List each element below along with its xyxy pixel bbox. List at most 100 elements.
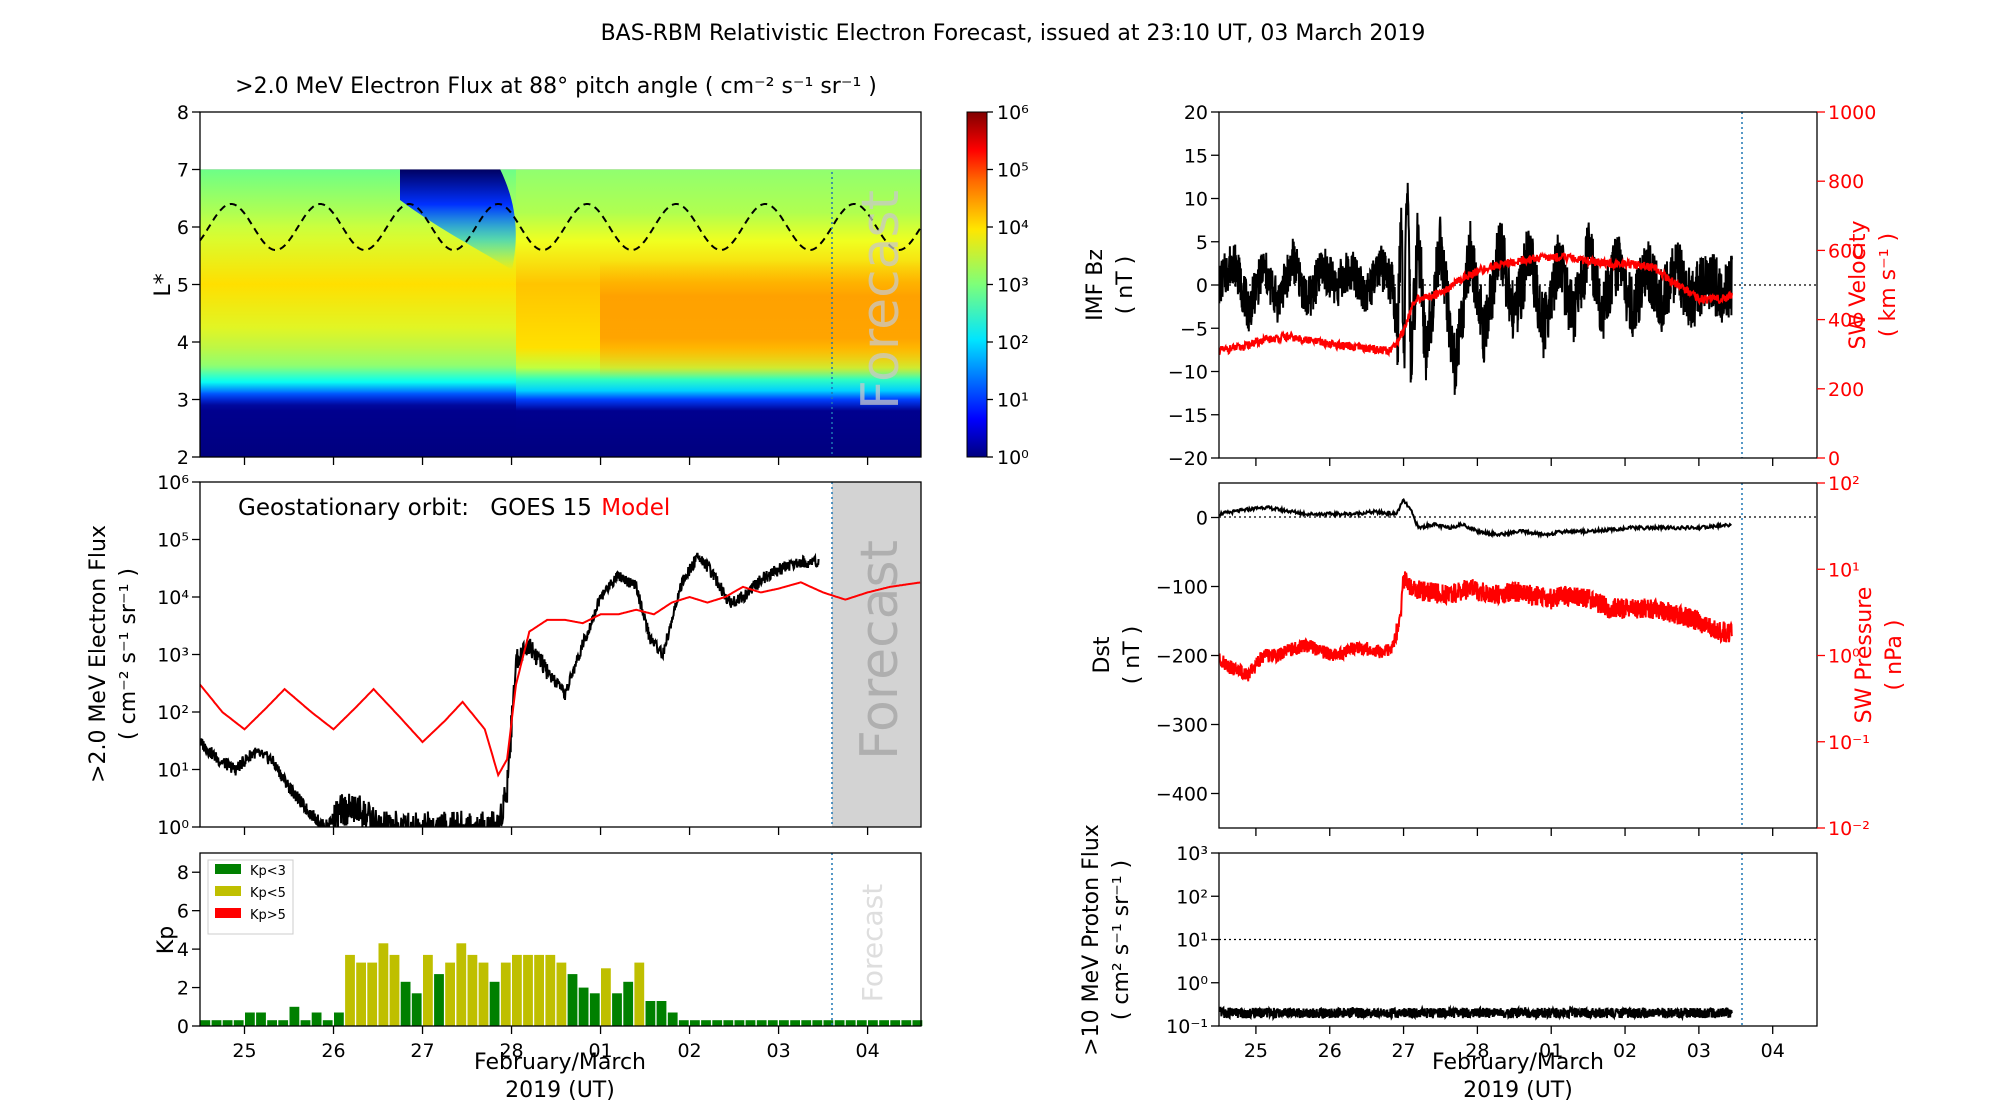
- kp-bar-0: [200, 1020, 211, 1026]
- kp-bar-49: [745, 1020, 756, 1026]
- kp-xlabel-line-1: 2019 (UT): [505, 1078, 615, 1100]
- kp-bar-16: [378, 943, 389, 1026]
- colorbar-tick-label-1: 10¹: [997, 390, 1029, 412]
- dst-y2-ytick-label-0: 10⁻²: [1828, 818, 1870, 840]
- kp-bar-50: [756, 1020, 767, 1026]
- kp-bar-31: [545, 954, 556, 1026]
- spectrogram-belt-core: [600, 260, 921, 380]
- imf-ytick-label-4: 0: [1196, 275, 1208, 297]
- colorbar-gradient: [966, 111, 988, 458]
- spec-ytick-label-6: 8: [177, 102, 189, 124]
- kp-bar-64: [912, 1020, 923, 1026]
- kp-bar-5: [256, 1012, 266, 1026]
- dst-line: [1219, 497, 1732, 539]
- sw-pressure-line: [1219, 571, 1733, 682]
- proton-xlabel-line-0: February/March: [1432, 1050, 1604, 1075]
- kp-legend-swatch-1: [215, 886, 241, 896]
- imf-ytick-label-6: 10: [1184, 189, 1208, 211]
- proton-ytick-label-3: 10²: [1176, 886, 1208, 908]
- model-flux-line: [200, 581, 921, 778]
- kp-legend-label-0: Kp<3: [250, 864, 286, 879]
- proton-panel: 10⁻¹ 10⁰ 10¹ 10² 10³ 25 26 27 28 01 02 03 04 >10 MeV…: [1079, 824, 1818, 1100]
- kp-xtick-label-2: 27: [410, 1040, 434, 1062]
- imf-ytick-label-8: 20: [1184, 102, 1208, 124]
- geo-ytick-label-1: 10¹: [157, 760, 189, 782]
- kp-bar-17: [389, 954, 400, 1026]
- spec-ytick-label-0: 2: [177, 447, 189, 469]
- mlt-marker-label-10: M: [668, 128, 680, 144]
- kp-bar-29: [523, 954, 533, 1026]
- kp-legend: Kp<3 Kp<5 Kp>5: [207, 859, 294, 935]
- kp-bar-14: [356, 962, 366, 1026]
- spectrogram-axes: 2 3 4 5 6 7 8: [177, 102, 869, 469]
- kp-bar-28: [512, 954, 522, 1026]
- kp-bar-15: [367, 962, 378, 1026]
- kp-bar-44: [690, 1020, 700, 1026]
- kp-bar-25: [478, 962, 489, 1026]
- proton-xtick-label-1: 26: [1318, 1040, 1342, 1062]
- imf-y2-ytick-label-4: 800: [1828, 171, 1864, 193]
- proton-ytick-label-4: 10³: [1176, 843, 1208, 865]
- geo-orbit-lstar-line: [200, 203, 921, 251]
- geo-frame: [199, 481, 922, 828]
- mlt-marker-label-8: M: [579, 128, 591, 144]
- dst-ytick-label-1: −300: [1156, 715, 1208, 737]
- kp-xtick-label-4: 01: [588, 1040, 612, 1062]
- kp-bar-9: [300, 1020, 311, 1026]
- sw-velocity-ylabel: SW Velocity( km s⁻¹ ): [1846, 220, 1901, 349]
- proton-axes: 10⁻¹ 10⁰ 10¹ 10² 10³ 25 26 27 28 01 02 03 04: [1166, 843, 1785, 1062]
- kp-bar-6: [267, 1020, 277, 1026]
- geo-ytick-label-6: 10⁶: [157, 472, 189, 494]
- dst-ytick-label-3: −100: [1156, 577, 1208, 599]
- dst-axes: −400 −300 −200 −100 0 10⁻² 10⁻¹ 10⁰ 10¹ 10²: [1156, 473, 1870, 840]
- mlt-marker-label-9: N: [625, 128, 635, 144]
- spectrogram-dropout: [400, 169, 516, 270]
- proton-xlabel: February/March 2019 (UT): [1432, 1050, 1604, 1100]
- imf-ylabel: IMF Bz( nT ): [1083, 249, 1138, 321]
- kp-bar-59: [856, 1020, 867, 1026]
- kp-bar-43: [678, 1020, 689, 1026]
- geo-ytick-label-0: 10⁰: [157, 817, 189, 839]
- kp-ytick-label-3: 6: [177, 901, 189, 923]
- kp-ytick-label-4: 8: [177, 862, 189, 884]
- proton-frame: [1218, 852, 1818, 1027]
- kp-frame: [199, 852, 922, 1027]
- dst-frame: [1218, 482, 1818, 829]
- kp-ytick-label-2: 4: [177, 939, 189, 961]
- geo-ylabel-part-1: ( cm⁻² s⁻¹ sr⁻¹ ): [116, 568, 141, 740]
- colorbar: 10⁰ 10¹ 10² 10³ 10⁴ 10⁵ 10⁶: [966, 102, 1029, 469]
- kp-legend-label-1: Kp<5: [250, 886, 286, 901]
- kp-bar-39: [634, 962, 645, 1026]
- kp-bar-11: [322, 1020, 333, 1026]
- dst-y2-ytick-label-2: 10⁰: [1828, 646, 1860, 668]
- kp-bar-47: [723, 1020, 734, 1026]
- imf-ylabel-part-1: ( nT ): [1113, 256, 1138, 315]
- kp-bar-45: [701, 1020, 711, 1026]
- kp-xtick-label-5: 02: [677, 1040, 701, 1062]
- sw-velocity-ylabel-part-0: SW Velocity: [1846, 220, 1871, 349]
- spec-ytick-label-3: 5: [177, 275, 189, 297]
- geo-legend-goes: GOES 15: [490, 495, 592, 521]
- dst-y2-ytick-label-4: 10²: [1828, 473, 1860, 495]
- imf-y2-ytick-label-2: 400: [1828, 310, 1864, 332]
- imf-y2-ytick-label-5: 1000: [1828, 102, 1876, 124]
- dst-y2-ytick-label-1: 10⁻¹: [1828, 732, 1870, 754]
- geo-ytick-label-3: 10³: [157, 645, 189, 667]
- kp-bar-63: [901, 1020, 912, 1026]
- kp-bar-55: [812, 1020, 823, 1026]
- spectrogram-ylabel: L*: [151, 273, 176, 296]
- imf-ytick-label-2: −10: [1168, 362, 1208, 384]
- mlt-marker-label-4: M: [401, 128, 413, 144]
- proton-xtick-label-2: 27: [1391, 1040, 1415, 1062]
- kp-bar-40: [645, 1001, 656, 1026]
- kp-bar-32: [556, 962, 567, 1026]
- mlt-marker-label-13: N: [803, 128, 813, 144]
- geo-ylabel: >2.0 MeV Electron Flux( cm⁻² s⁻¹ sr⁻¹ ): [86, 525, 141, 783]
- geo-forecast-shade: [832, 482, 921, 827]
- geo-ytick-label-4: 10⁴: [157, 587, 189, 609]
- kp-xlabel-line-0: February/March: [474, 1050, 646, 1075]
- kp-bar-23: [456, 943, 467, 1026]
